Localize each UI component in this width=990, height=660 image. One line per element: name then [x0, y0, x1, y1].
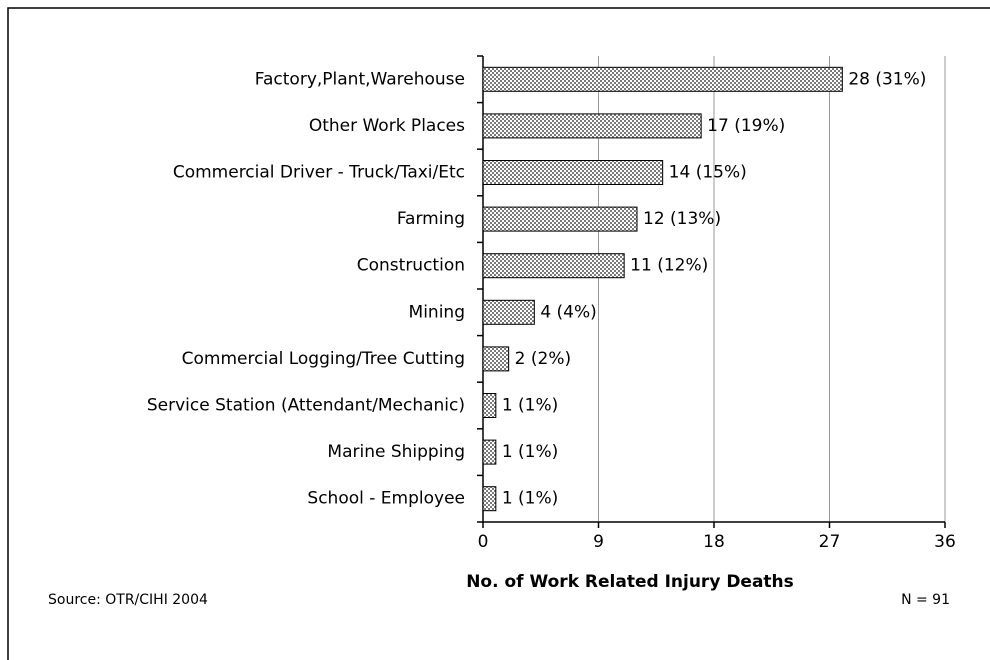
x-tick-label: 27 [819, 532, 841, 552]
value-label: 14 (15%) [669, 163, 747, 183]
frame [7, 7, 990, 660]
x-tick-label: 18 [703, 532, 725, 552]
n-note: N = 91 [901, 592, 950, 608]
bar [482, 299, 535, 325]
bar [482, 393, 497, 418]
bar [482, 113, 702, 139]
x-tick-label: 0 [478, 532, 489, 552]
y-tick-label: Other Work Places [309, 116, 465, 136]
x-tick-label: 9 [593, 532, 604, 552]
bar [482, 486, 497, 512]
y-tick-label: School - Employee [307, 489, 465, 509]
y-tick-label: Farming [397, 209, 465, 229]
value-label: 1 (1%) [502, 396, 558, 416]
bar [482, 66, 843, 92]
value-label: 1 (1%) [502, 489, 558, 509]
y-tick-label: Mining [409, 302, 465, 322]
bar [482, 206, 638, 232]
bar [482, 346, 510, 372]
value-label: 28 (31%) [848, 69, 926, 89]
value-label: 12 (13%) [643, 209, 721, 229]
bar [482, 253, 625, 279]
value-label: 17 (19%) [707, 116, 785, 136]
bar [482, 160, 664, 185]
y-tick-label: Commercial Driver - Truck/Taxi/Etc [173, 163, 465, 183]
value-label: 11 (12%) [630, 256, 708, 276]
y-tick-label: Factory,Plant,Warehouse [255, 69, 465, 89]
y-tick-label: Commercial Logging/Tree Cutting [182, 349, 465, 369]
y-tick-label: Marine Shipping [327, 442, 465, 462]
value-label: 1 (1%) [502, 442, 558, 462]
y-tick-label: Service Station (Attendant/Mechanic) [147, 396, 465, 416]
value-label: 2 (2%) [515, 349, 571, 369]
value-label: 4 (4%) [540, 302, 596, 322]
x-tick-label: 36 [934, 532, 956, 552]
bar [482, 439, 497, 465]
x-axis-label: No. of Work Related Injury Deaths [466, 572, 794, 592]
source-note: Source: OTR/CIHI 2004 [48, 592, 208, 608]
y-tick-label: Construction [357, 256, 465, 276]
